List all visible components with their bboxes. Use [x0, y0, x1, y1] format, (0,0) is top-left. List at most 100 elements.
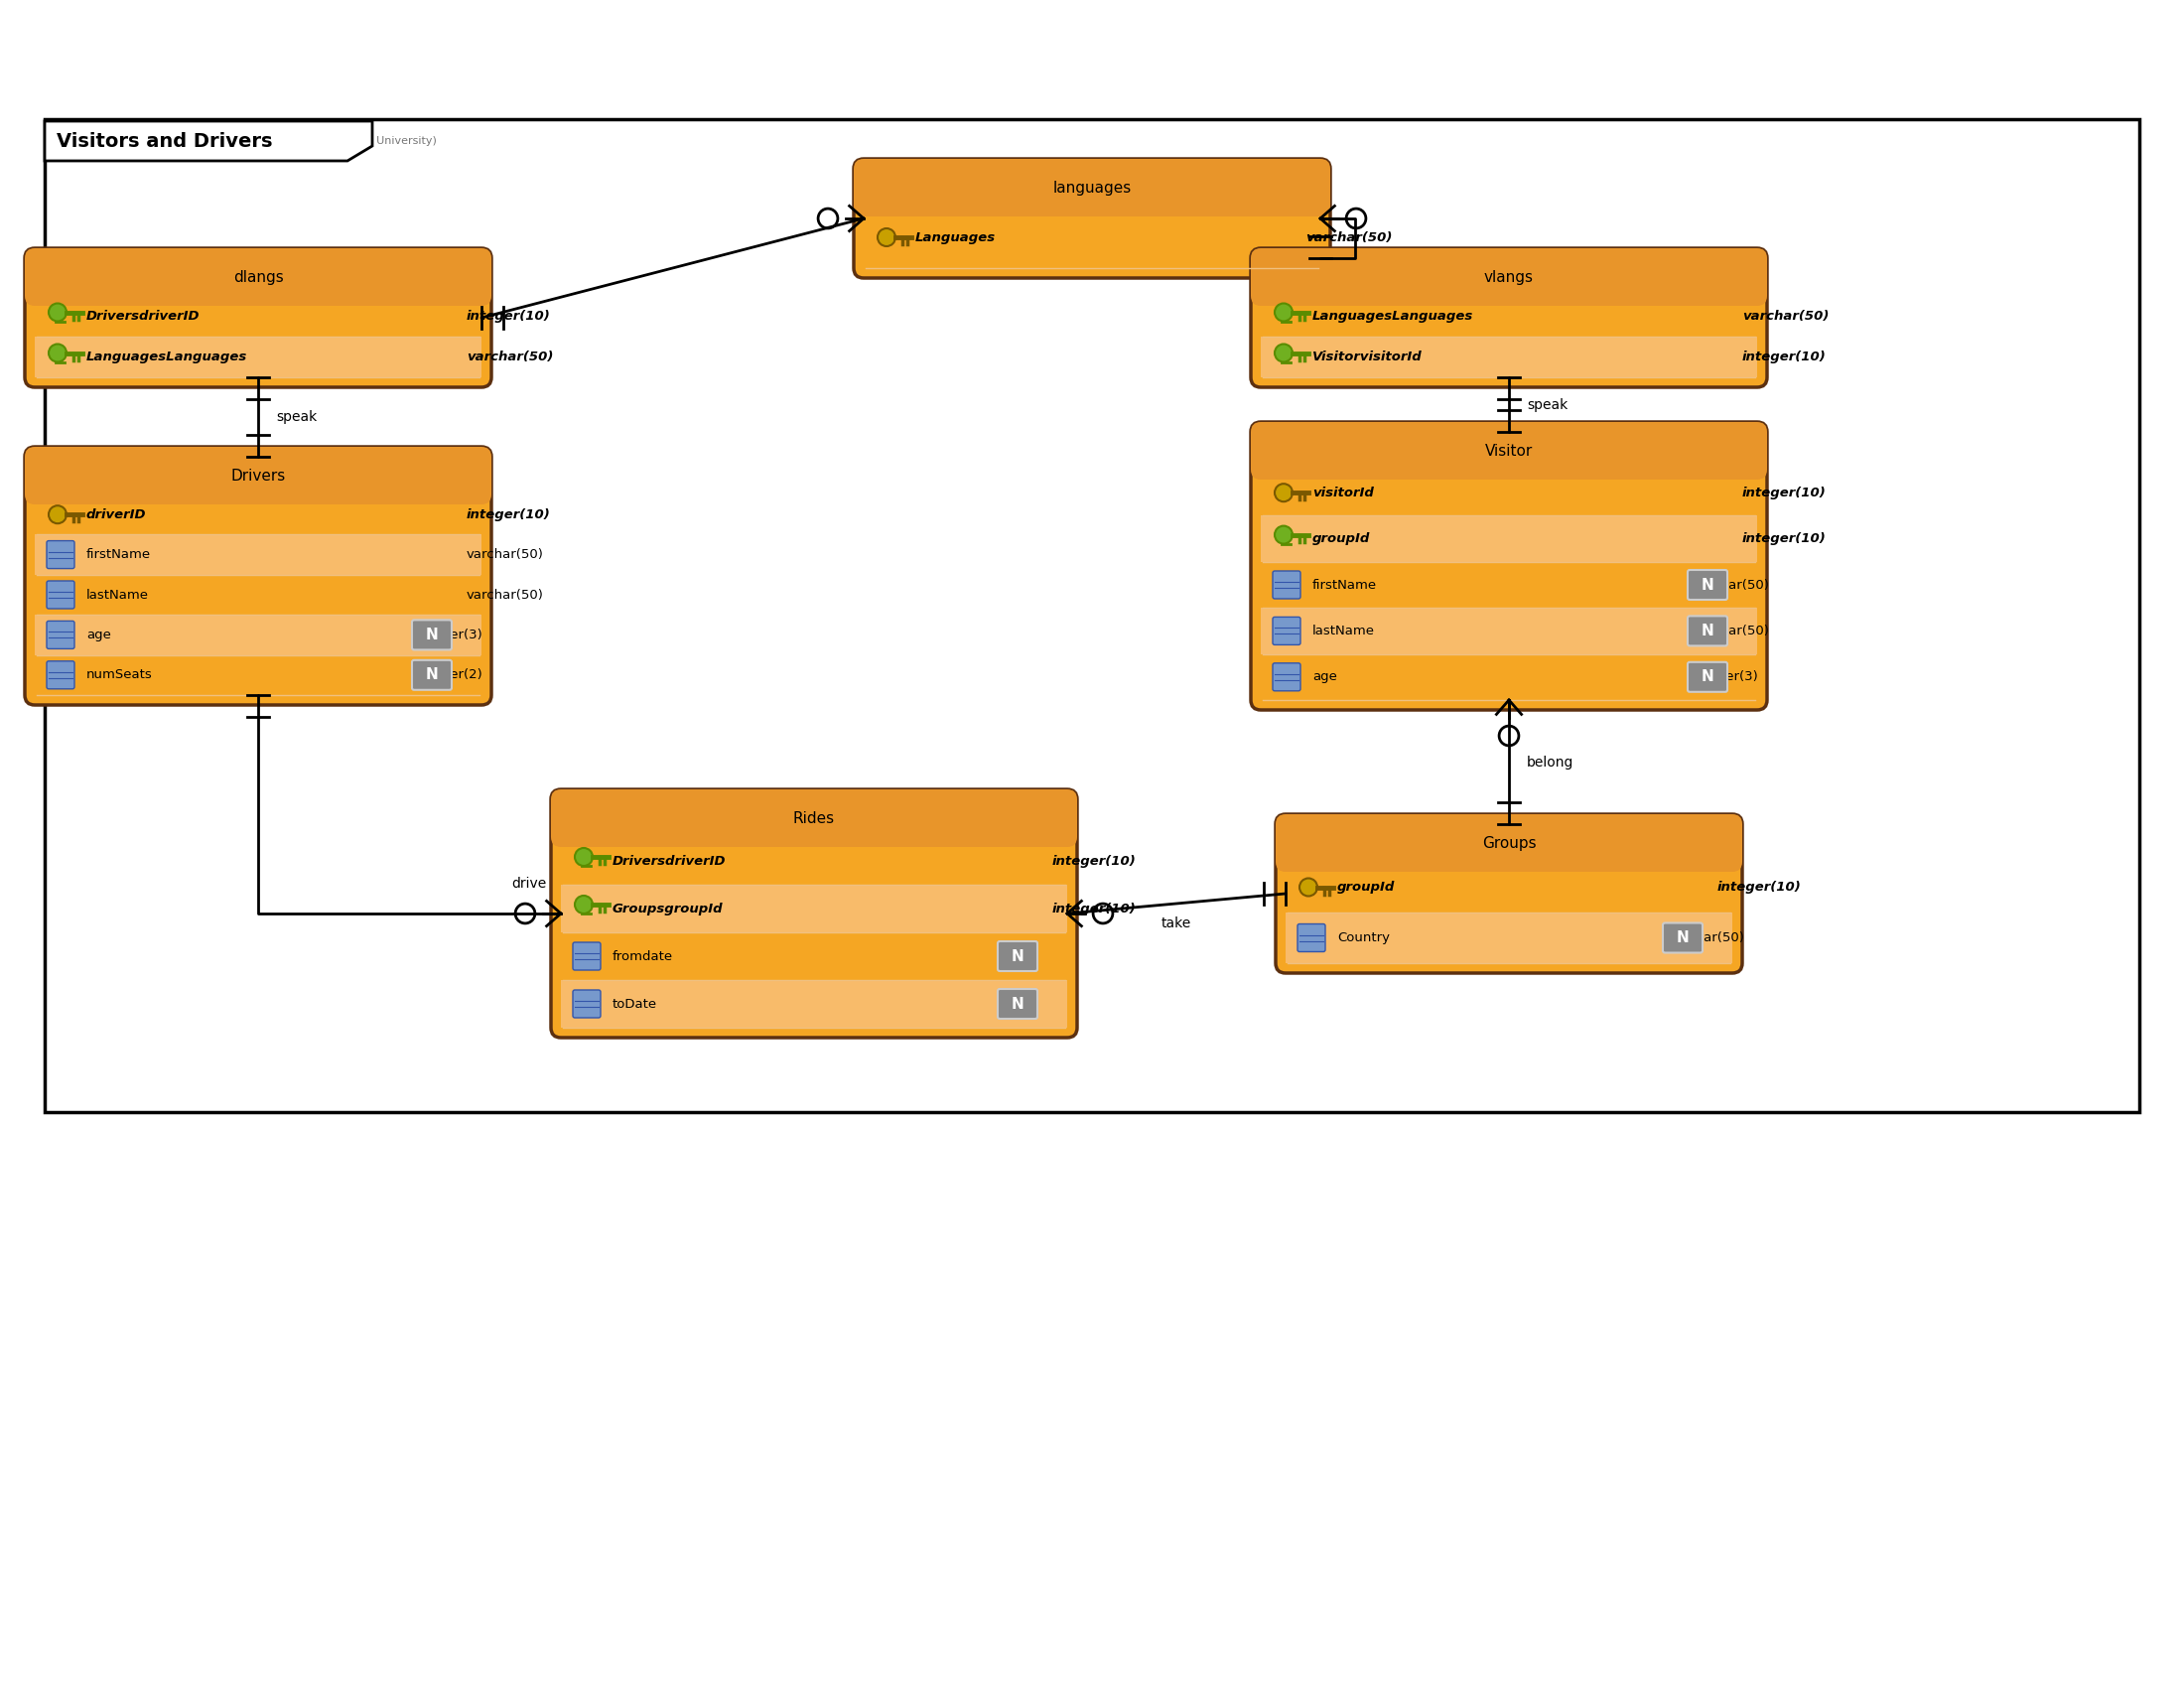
Bar — [35, 457, 480, 495]
Text: N: N — [1011, 949, 1024, 964]
Text: integer(10): integer(10) — [1743, 351, 1826, 363]
FancyBboxPatch shape — [1275, 814, 1743, 871]
Text: GroupsgroupId: GroupsgroupId — [612, 901, 723, 915]
Bar — [35, 574, 480, 614]
Text: Drivers: Drivers — [232, 468, 286, 483]
Text: integer(10): integer(10) — [1053, 901, 1136, 915]
Text: firstName: firstName — [1313, 579, 1378, 591]
FancyBboxPatch shape — [998, 942, 1037, 971]
FancyBboxPatch shape — [24, 248, 491, 306]
Text: DriversdriverID: DriversdriverID — [87, 311, 201, 322]
Text: LanguagesLanguages: LanguagesLanguages — [1313, 311, 1474, 322]
FancyBboxPatch shape — [1662, 923, 1704, 952]
Bar — [561, 932, 1068, 981]
FancyBboxPatch shape — [1251, 422, 1767, 479]
Text: lastName: lastName — [1313, 625, 1376, 638]
Text: drive: drive — [511, 876, 546, 891]
Text: N: N — [426, 628, 439, 643]
FancyBboxPatch shape — [550, 790, 1077, 1038]
Circle shape — [48, 304, 66, 321]
Circle shape — [1275, 484, 1293, 501]
Text: integer(10): integer(10) — [1743, 486, 1826, 500]
Bar — [863, 169, 1321, 206]
Text: groupId: groupId — [1313, 532, 1369, 545]
Bar — [561, 800, 1068, 837]
Text: varchar(50): varchar(50) — [1306, 231, 1391, 243]
FancyBboxPatch shape — [854, 159, 1330, 216]
Text: varchar(50): varchar(50) — [1669, 932, 1745, 944]
Bar — [35, 258, 480, 295]
Text: toDate: toDate — [612, 998, 657, 1011]
Text: LanguagesLanguages: LanguagesLanguages — [87, 351, 247, 363]
FancyBboxPatch shape — [46, 581, 74, 609]
FancyBboxPatch shape — [1275, 814, 1743, 972]
FancyBboxPatch shape — [46, 662, 74, 689]
FancyBboxPatch shape — [1688, 662, 1728, 692]
FancyBboxPatch shape — [572, 942, 601, 971]
FancyBboxPatch shape — [1251, 248, 1767, 306]
Text: groupId: groupId — [1337, 881, 1396, 893]
Text: varchar(50): varchar(50) — [467, 351, 553, 363]
Bar — [863, 206, 1321, 268]
Text: firstName: firstName — [87, 549, 151, 560]
FancyBboxPatch shape — [1251, 248, 1767, 387]
Text: integer(10): integer(10) — [1743, 532, 1826, 545]
Text: vlangs: vlangs — [1485, 270, 1533, 285]
FancyBboxPatch shape — [1273, 571, 1299, 599]
Text: varchar(50): varchar(50) — [1693, 579, 1769, 591]
Bar — [561, 885, 1068, 932]
Text: integer(10): integer(10) — [1053, 854, 1136, 868]
Text: age: age — [1313, 670, 1337, 684]
Circle shape — [574, 847, 592, 866]
FancyBboxPatch shape — [854, 159, 1330, 279]
Text: Country: Country — [1337, 932, 1389, 944]
Bar — [561, 981, 1068, 1028]
Text: integer(3): integer(3) — [417, 628, 483, 641]
FancyBboxPatch shape — [1273, 618, 1299, 645]
Bar — [1260, 653, 1758, 701]
Text: VisitorvisitorId: VisitorvisitorId — [1313, 351, 1422, 363]
Bar — [1260, 562, 1758, 608]
Bar — [1286, 913, 1732, 964]
Bar — [35, 614, 480, 655]
Bar — [561, 837, 1068, 885]
Bar — [1260, 517, 1758, 562]
Text: Languages: Languages — [915, 231, 996, 243]
FancyBboxPatch shape — [1688, 571, 1728, 599]
Circle shape — [48, 344, 66, 361]
Bar — [1260, 469, 1758, 517]
Text: Visual Paradigm for UML Standard Edition(James Madison University): Visual Paradigm for UML Standard Edition… — [55, 137, 437, 145]
Circle shape — [1275, 527, 1293, 544]
Text: fromdate: fromdate — [612, 950, 673, 962]
FancyBboxPatch shape — [46, 540, 74, 569]
FancyBboxPatch shape — [1297, 923, 1326, 952]
Text: speak: speak — [1527, 398, 1568, 412]
Text: Visitor: Visitor — [1485, 444, 1533, 457]
Text: numSeats: numSeats — [87, 668, 153, 682]
Text: Groups: Groups — [1481, 836, 1535, 851]
Text: date: date — [1002, 998, 1033, 1011]
Text: varchar(50): varchar(50) — [467, 549, 544, 560]
Text: take: take — [1162, 917, 1192, 930]
Text: belong: belong — [1527, 755, 1575, 770]
FancyBboxPatch shape — [413, 619, 452, 650]
Circle shape — [878, 228, 895, 246]
Bar — [1260, 608, 1758, 653]
Text: Visitors and Drivers: Visitors and Drivers — [57, 132, 273, 150]
Text: date: date — [1002, 950, 1033, 962]
FancyBboxPatch shape — [1273, 663, 1299, 690]
Bar — [35, 655, 480, 695]
Text: age: age — [87, 628, 111, 641]
Circle shape — [1275, 304, 1293, 321]
Bar — [1260, 258, 1758, 295]
FancyBboxPatch shape — [550, 790, 1077, 847]
Text: dlangs: dlangs — [234, 270, 284, 285]
Text: integer(3): integer(3) — [1693, 670, 1758, 684]
Bar — [35, 336, 480, 378]
FancyBboxPatch shape — [1251, 422, 1767, 711]
Text: N: N — [1701, 577, 1714, 592]
Text: varchar(50): varchar(50) — [467, 589, 544, 601]
Text: N: N — [1701, 670, 1714, 684]
Text: N: N — [1677, 930, 1688, 945]
Bar — [35, 495, 480, 535]
